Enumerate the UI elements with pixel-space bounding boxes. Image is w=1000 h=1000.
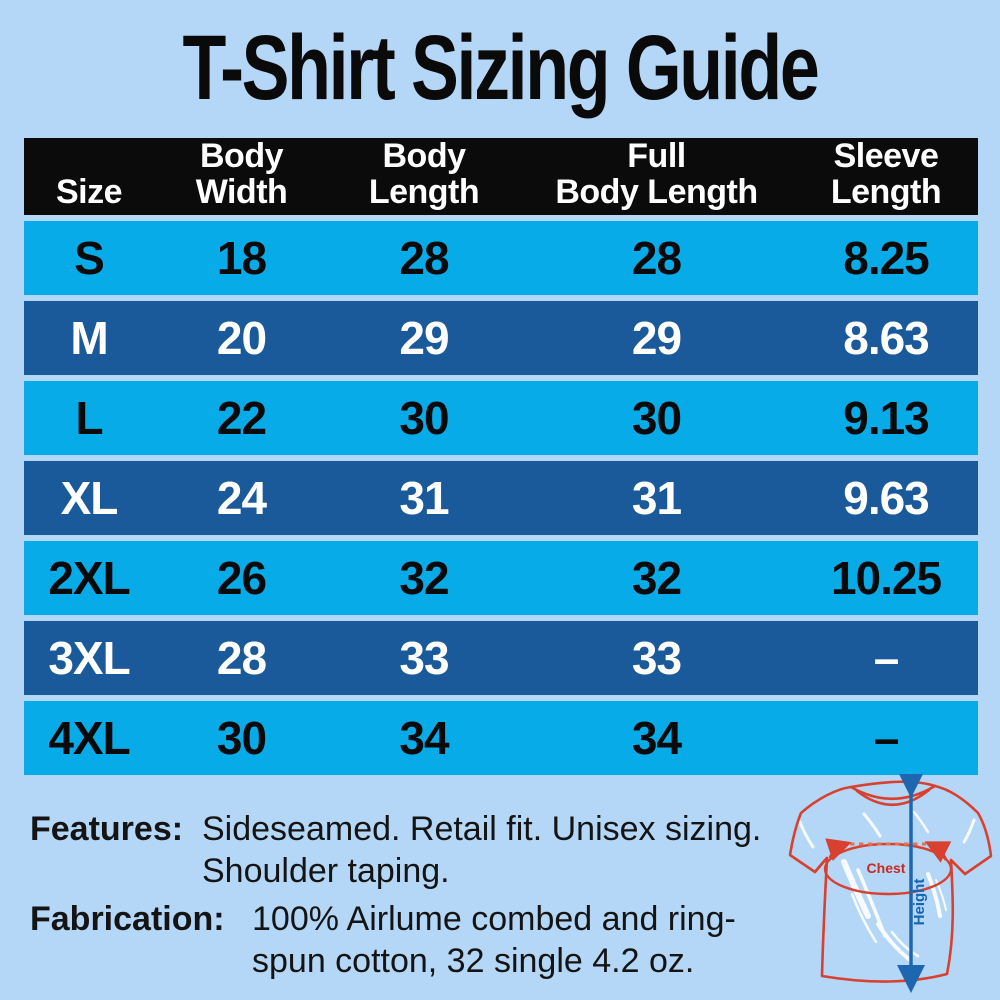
fabrication-text: 100% Airlume combed and ring- spun cotto… [252,900,736,980]
table-header-row: Size Body Width Body Length Full Body Le… [24,138,978,215]
features-text: Sideseamed. Retail fit. Unisex sizing. S… [202,810,762,890]
table-row: 4XL 30 34 34 – [24,701,978,775]
cell-body-width: 28 [216,632,267,684]
fabrication-label: Fabrication: [30,900,225,938]
cell-sleeve-length: – [873,712,900,764]
cell-body-width: 22 [216,392,267,444]
cell-body-length: 30 [399,392,449,444]
cell-body-length: 28 [399,232,449,284]
cell-full-body-length: 29 [631,312,682,364]
cell-size: 2XL [48,552,130,604]
table-row: 2XL 26 32 32 10.25 [24,541,978,615]
tshirt-outline-icon [788,780,993,983]
cell-size: M [70,312,108,364]
column-header-sleeve-length: Sleeve Length [830,137,942,211]
fabrication-note: Fabrication: 100% Airlume combed and rin… [30,898,736,982]
cell-size: L [75,392,103,444]
cell-body-width: 18 [216,232,267,284]
cell-sleeve-length: – [873,632,900,684]
cell-body-length: 32 [399,552,449,604]
tshirt-measurement-diagram: Chest Height [788,774,993,993]
column-header-full-body-length: Full Body Length [555,137,758,211]
cell-sleeve-length: 9.63 [843,472,930,524]
cell-size: S [74,232,105,284]
table-row: L 22 30 30 9.13 [24,381,978,455]
table-row: 3XL 28 33 33 – [24,621,978,695]
column-header-size: Size [55,173,123,211]
sizing-table: Size Body Width Body Length Full Body Le… [24,138,978,775]
height-label: Height [911,879,928,926]
right-sleeve-seam [949,858,967,876]
table-row: S 18 28 28 8.25 [24,221,978,295]
page-title-text: T-Shirt Sizing Guide [182,17,820,119]
table-row: XL 24 31 31 9.63 [24,461,978,535]
chest-measure-left-arrow [825,838,852,862]
cell-sleeve-length: 8.25 [843,232,930,284]
cell-full-body-length: 28 [631,232,682,284]
cell-body-length: 33 [399,632,449,684]
cell-body-width: 26 [216,552,267,604]
page-title: T-Shirt Sizing Guide [0,16,1000,121]
cell-body-width: 30 [216,712,267,764]
collar-inner-line [855,788,931,807]
column-header-body-length: Body Length [368,137,480,211]
cell-body-width: 24 [216,472,267,524]
cell-full-body-length: 34 [631,712,682,764]
left-sleeve-seam [813,856,829,874]
cell-full-body-length: 31 [631,472,682,524]
cell-size: 4XL [48,712,130,764]
cell-body-width: 20 [216,312,267,364]
cell-body-length: 29 [399,312,449,364]
chest-measure-right-arrow [924,841,952,863]
chest-label: Chest [867,860,906,876]
cell-size: 3XL [48,632,130,684]
column-header-body-width: Body Width [195,137,288,211]
cell-size: XL [60,472,119,524]
cell-body-length: 31 [399,472,449,524]
cell-sleeve-length: 10.25 [830,552,942,604]
cell-sleeve-length: 9.13 [843,392,930,444]
cell-full-body-length: 32 [631,552,682,604]
table-row: M 20 29 29 8.63 [24,301,978,375]
features-note: Features: Sideseamed. Retail fit. Unisex… [30,808,761,892]
cell-body-length: 34 [399,712,449,764]
cell-full-body-length: 33 [631,632,682,684]
features-label: Features: [30,810,184,848]
cell-full-body-length: 30 [631,392,682,444]
cell-sleeve-length: 8.63 [843,312,930,364]
